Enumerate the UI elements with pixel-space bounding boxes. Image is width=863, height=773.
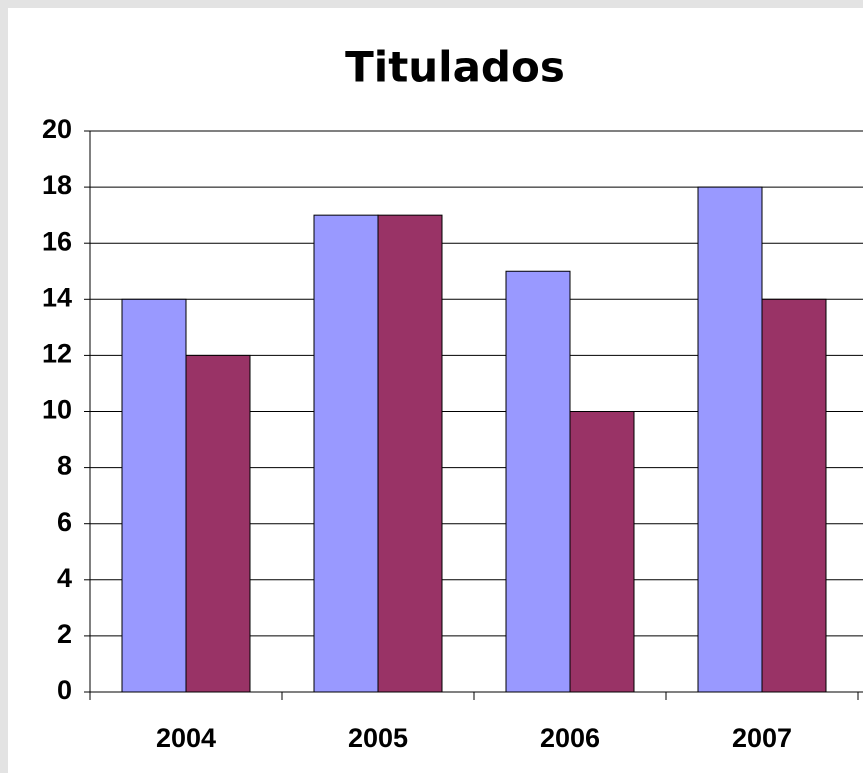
bar (697, 186, 763, 693)
x-tick-label: 2007 (732, 723, 792, 753)
y-tick-label: 4 (57, 563, 72, 593)
y-tick-label: 14 (42, 282, 72, 312)
x-tick-label: 2006 (540, 723, 600, 753)
x-tick-label: 2004 (156, 723, 216, 753)
bar (185, 354, 251, 693)
y-tick-label: 0 (57, 675, 72, 705)
y-tick-label: 20 (42, 114, 72, 144)
bar (313, 214, 379, 693)
x-tick-label: 2005 (348, 723, 408, 753)
bar (121, 298, 187, 693)
y-tick-label: 10 (42, 395, 72, 425)
bar (761, 298, 827, 693)
y-tick-label: 12 (42, 339, 72, 369)
chart-title: Titulados (345, 43, 565, 92)
y-tick-label: 2 (57, 619, 72, 649)
y-tick-label: 6 (57, 507, 72, 537)
bar (569, 411, 635, 693)
y-tick-label: 8 (57, 451, 72, 481)
bar (377, 214, 443, 693)
y-tick-label: 16 (42, 226, 72, 256)
y-tick-label: 18 (42, 170, 72, 200)
bar (505, 270, 571, 693)
